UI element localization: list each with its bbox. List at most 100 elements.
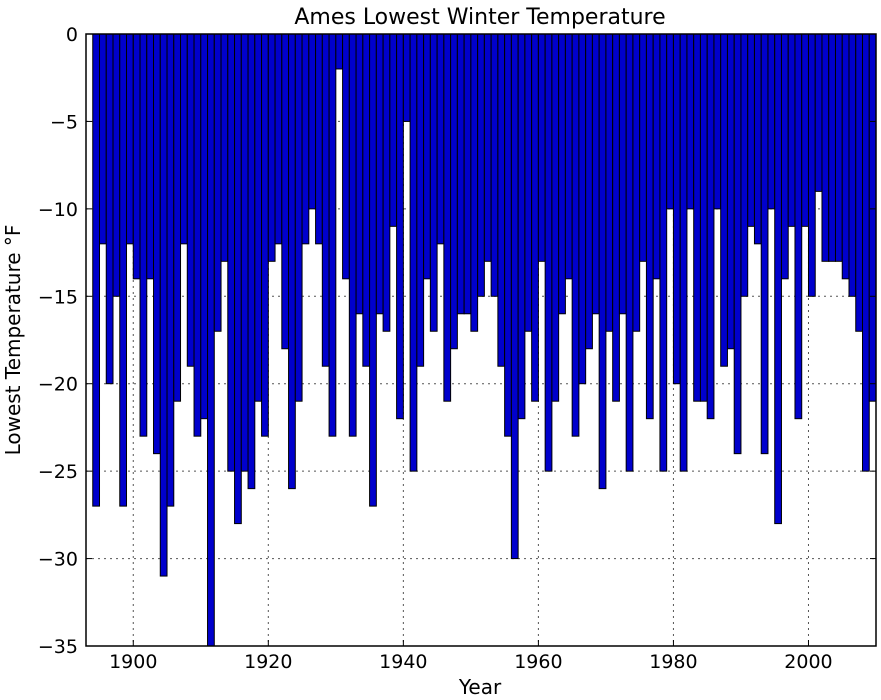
bar: [753, 33, 762, 245]
bar: [247, 33, 256, 490]
bar: [254, 33, 263, 402]
bar: [713, 33, 722, 210]
bar: [369, 33, 377, 507]
bar: [429, 33, 438, 332]
bar: [524, 33, 533, 332]
bar: [450, 33, 458, 350]
bar: [510, 33, 519, 560]
bar: [112, 33, 121, 297]
bar: [382, 33, 391, 332]
x-tick-label: 1940: [379, 651, 427, 673]
bar: [463, 33, 472, 315]
bar: [531, 33, 539, 402]
bar: [416, 33, 425, 367]
bar: [301, 33, 310, 245]
bar: [126, 33, 134, 245]
bar: [706, 33, 715, 420]
bar: [834, 33, 843, 262]
bar: [483, 33, 492, 262]
bar: [672, 33, 681, 385]
bar: [504, 33, 512, 437]
y-tick-label: −30: [38, 549, 78, 571]
bar: [308, 33, 317, 210]
bar: [612, 33, 620, 402]
bar: [409, 33, 418, 472]
y-axis-label: Lowest Temperature °F: [1, 225, 25, 456]
y-tick-label: −35: [38, 636, 78, 658]
bar: [436, 33, 445, 245]
bar: [544, 33, 553, 472]
bar: [288, 33, 296, 490]
bar: [362, 33, 371, 367]
y-tick-label: −5: [50, 111, 78, 133]
bar: [240, 33, 249, 472]
bar: [207, 33, 215, 647]
x-tick-label: 1920: [244, 651, 292, 673]
bar: [780, 33, 789, 280]
bar: [693, 33, 701, 402]
y-tick-label: −10: [38, 199, 78, 221]
bar: [220, 33, 229, 262]
y-tick-label: −15: [38, 286, 78, 308]
bar: [375, 33, 384, 315]
bar: [848, 33, 857, 297]
bar: [281, 33, 290, 350]
bar: [558, 33, 566, 315]
bar: [490, 33, 499, 297]
bar: [814, 33, 823, 192]
bar: [517, 33, 526, 420]
bar: [861, 33, 870, 472]
bar: [787, 33, 796, 227]
bar: [841, 33, 850, 280]
bar: [659, 33, 668, 472]
y-tick-label: −25: [38, 461, 78, 483]
x-axis-label: Year: [458, 675, 502, 699]
bar: [335, 33, 344, 70]
plot-frame: [85, 33, 877, 647]
bar: [342, 33, 350, 280]
bar: [92, 33, 101, 507]
bar: [801, 33, 809, 227]
bar: [423, 33, 431, 280]
bar: [348, 33, 357, 437]
bar: [389, 33, 398, 227]
bar: [767, 33, 776, 210]
bar: [645, 33, 654, 420]
y-axis-ticks: 0 −5 −10 −15 −20 −25 −30 −35: [38, 24, 876, 658]
bar: [443, 33, 452, 402]
bar: [139, 33, 148, 437]
bar: [632, 33, 641, 332]
bar: [699, 33, 708, 402]
y-tick-label: −20: [38, 374, 78, 396]
bar: [686, 33, 695, 210]
bar: [402, 33, 411, 122]
bar: [234, 33, 242, 525]
bar: [146, 33, 155, 280]
bar: [200, 33, 209, 420]
bar: [328, 33, 337, 437]
bar: [666, 33, 674, 210]
bar: [396, 33, 404, 420]
bar: [740, 33, 749, 297]
bar: [456, 33, 465, 315]
bar: [625, 33, 634, 472]
x-axis-ticks: 1900 1920 1940 1960 1980 2000: [109, 34, 833, 673]
bar: [855, 33, 863, 332]
bar: [132, 33, 141, 280]
bar: [315, 33, 323, 245]
chart-title: Ames Lowest Winter Temperature: [294, 5, 665, 30]
bar: [760, 33, 769, 455]
bar: [355, 33, 364, 315]
bar: [261, 33, 269, 437]
bar: [193, 33, 202, 437]
bar: [618, 33, 627, 315]
bar: [537, 33, 546, 262]
bar: [747, 33, 755, 227]
bar: [497, 33, 506, 367]
bar: [213, 33, 222, 332]
bar: [591, 33, 600, 315]
bar: [105, 33, 114, 385]
bar: [294, 33, 303, 402]
bar: [551, 33, 560, 402]
